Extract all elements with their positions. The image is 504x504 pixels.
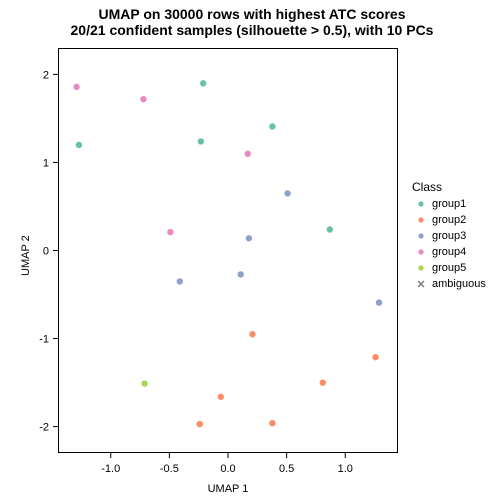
legend-swatch xyxy=(412,212,430,228)
y-tick-label: -1 xyxy=(39,334,49,346)
legend-label: group2 xyxy=(430,214,466,226)
legend-label: group5 xyxy=(430,262,466,274)
legend-label: group3 xyxy=(430,230,466,242)
legend-title: Class xyxy=(412,180,486,194)
y-tick-label: 2 xyxy=(43,69,49,81)
legend-label: group1 xyxy=(430,198,466,210)
legend-swatch xyxy=(412,260,430,276)
legend-item: group1 xyxy=(412,196,486,212)
legend-item: group4 xyxy=(412,244,486,260)
legend-item: group2 xyxy=(412,212,486,228)
y-axis-label: UMAP 2 xyxy=(20,235,32,276)
legend-item: group5 xyxy=(412,260,486,276)
x-tick-label: -0.5 xyxy=(160,463,179,475)
legend-label: ambiguous xyxy=(430,278,486,290)
circle-marker xyxy=(418,265,423,270)
x-tick-label: 0.0 xyxy=(220,463,235,475)
y-tick-label: -2 xyxy=(39,422,49,434)
y-tick-label: 1 xyxy=(43,157,49,169)
circle-marker xyxy=(418,249,423,254)
x-axis-label: UMAP 1 xyxy=(58,483,398,495)
legend-item: ambiguous xyxy=(412,276,486,292)
chart-figure: UMAP on 30000 rows with highest ATC scor… xyxy=(0,0,504,504)
circle-marker xyxy=(418,217,423,222)
legend-swatch xyxy=(412,244,430,260)
legend-swatch xyxy=(412,228,430,244)
legend-label: group4 xyxy=(430,246,466,258)
x-tick-label: 1.0 xyxy=(338,463,353,475)
legend-items: group1 group2 group3 group4 group5 ambiguous xyxy=(412,196,486,292)
circle-marker xyxy=(418,201,423,206)
legend: Class group1 group2 group3 group4 group5 ambi… xyxy=(412,180,486,292)
x-tick-label: -1.0 xyxy=(101,463,120,475)
legend-swatch xyxy=(412,276,430,292)
y-tick-label: 0 xyxy=(43,246,49,258)
circle-marker xyxy=(418,233,423,238)
legend-swatch xyxy=(412,196,430,212)
legend-item: group3 xyxy=(412,228,486,244)
x-tick-label: 0.5 xyxy=(279,463,294,475)
x-marker xyxy=(418,281,424,287)
